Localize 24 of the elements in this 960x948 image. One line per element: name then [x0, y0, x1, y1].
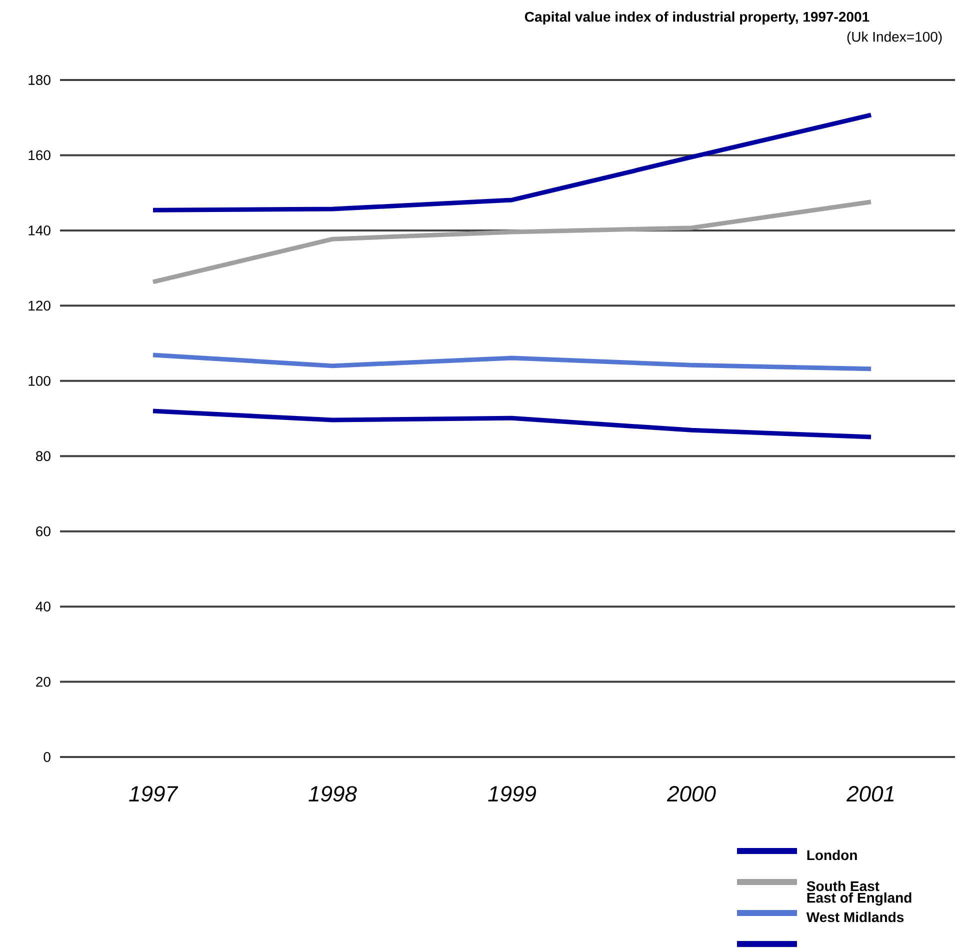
chart-subtitle: (Uk Index=100): [847, 31, 942, 45]
line-series: [150, 408, 874, 440]
y-tick-label: 140: [28, 225, 50, 236]
x-tick-label: 1999: [488, 786, 536, 802]
y-tick-label: 40: [36, 602, 50, 612]
y-tick-label: 0: [44, 752, 50, 762]
line-series: [150, 200, 874, 284]
legend-label: London: [807, 850, 857, 860]
legend-label: South East: [806, 880, 880, 892]
y-tick-label: 180: [28, 75, 50, 85]
y-tick-label: 60: [36, 526, 50, 536]
text: East of England: [807, 892, 912, 906]
legend-label: West Midlands: [806, 912, 904, 922]
chart-title: Capital value index of industrial property, 1997-2001: [524, 11, 870, 25]
y-tick-label: 120: [28, 300, 50, 311]
line-series: [150, 352, 874, 372]
y-tick-label: 20: [36, 676, 50, 687]
x-tick-label: 2000: [666, 786, 716, 802]
y-tick-label: 80: [36, 451, 50, 462]
x-tick-label: 2001: [846, 786, 894, 802]
x-tick-label: 1998: [308, 786, 357, 802]
y-tick-label: 100: [28, 376, 50, 386]
y-tick-label: 160: [28, 150, 50, 160]
x-tick-label: 1997: [129, 786, 178, 802]
